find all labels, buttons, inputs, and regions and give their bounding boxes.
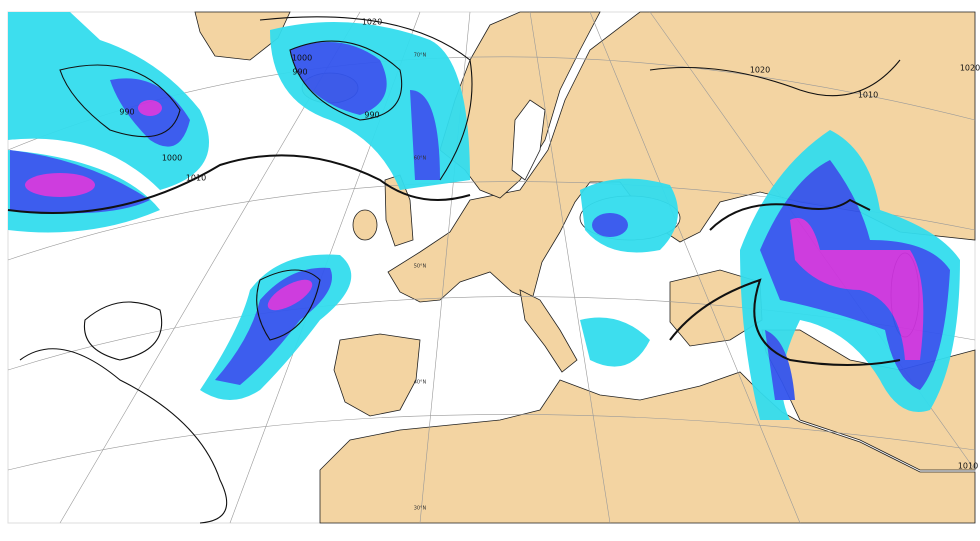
isobar — [256, 269, 321, 341]
isobar-label: 990 — [292, 68, 307, 77]
isobar-label: 1020 — [362, 18, 382, 27]
isobar — [289, 40, 403, 121]
isobar-label: 990 — [364, 111, 379, 120]
iberia — [333, 333, 421, 417]
latitude-label: 30°N — [414, 506, 427, 512]
scandinavia — [439, 11, 601, 199]
precip-magenta — [25, 173, 95, 197]
precip-magenta — [267, 279, 313, 311]
baltic — [511, 99, 546, 181]
isobar-label: 1000 — [162, 154, 182, 163]
isobar-label: 1020 — [750, 66, 770, 75]
isobar-label: 1010 — [186, 174, 206, 183]
precip-blue — [592, 213, 628, 237]
labels: 1020 1000 990 990 990 1000 1010 1020 1010 1020 101… — [119, 18, 980, 512]
ireland — [352, 209, 378, 241]
isobar-label: 990 — [119, 108, 134, 117]
isobar — [19, 348, 228, 524]
isobar — [259, 16, 473, 181]
latitude-label: 50°N — [414, 264, 427, 270]
isobars — [7, 16, 901, 524]
greenland — [194, 11, 291, 61]
italy — [519, 289, 578, 373]
isobar — [669, 278, 901, 366]
parallel — [7, 414, 976, 471]
isobar-label: 1010 — [958, 462, 978, 471]
isobar — [7, 154, 471, 214]
latitude-label: 40°N — [414, 380, 427, 386]
precip-magenta — [790, 218, 924, 360]
isobar — [59, 64, 181, 138]
isobar-label: 1000 — [292, 54, 312, 63]
isobar — [649, 59, 901, 97]
precip-magenta — [138, 100, 162, 116]
isobar-label: 1020 — [960, 64, 980, 73]
latitude-label: 70°N — [414, 53, 427, 59]
latitude-label: 60°N — [414, 156, 427, 162]
isobar — [83, 301, 163, 361]
precipitation — [8, 12, 960, 420]
meridian — [529, 11, 611, 524]
isobar-label: 1010 — [858, 91, 878, 100]
africa — [319, 371, 976, 524]
isobar — [709, 198, 871, 231]
precip-blue — [290, 42, 440, 180]
meridian — [589, 11, 801, 524]
